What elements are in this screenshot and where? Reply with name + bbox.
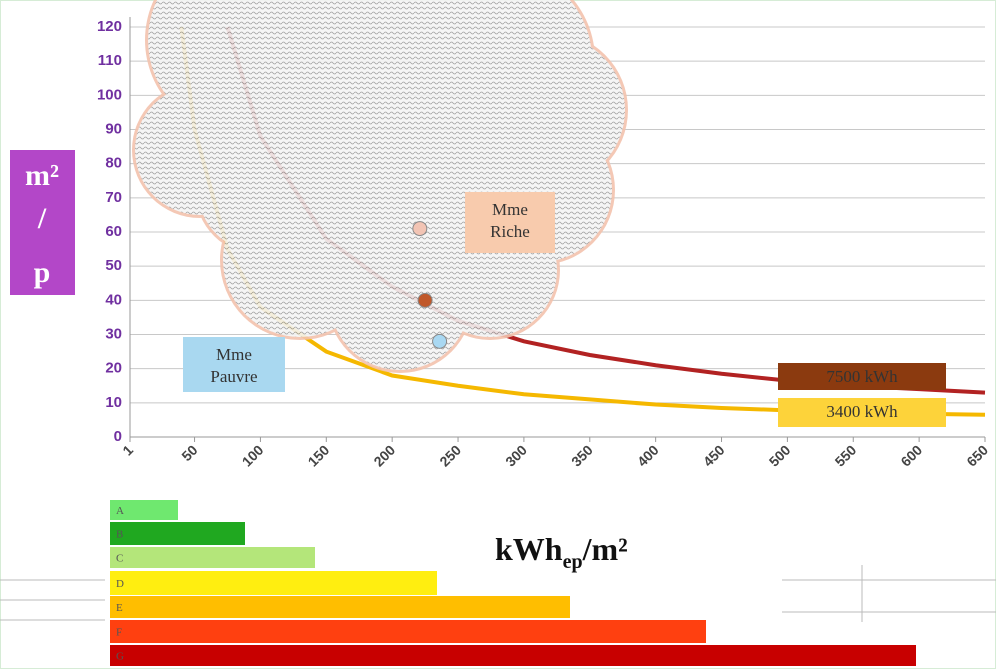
y-tick-label: 120 [97, 18, 122, 35]
x-tick-label: 500 [766, 442, 794, 470]
series-label: 7500 kWh [826, 367, 898, 386]
y-label: m² [25, 159, 59, 192]
y-tick-label: 70 [105, 189, 122, 206]
annotation: Riche [490, 222, 530, 241]
x-tick-label: 50 [178, 442, 200, 464]
annotation: Pauvre [210, 367, 257, 386]
rating-bar [110, 645, 916, 666]
y-tick-label: 20 [105, 360, 122, 377]
annotation: Mme [216, 345, 252, 364]
y-tick-label: 10 [105, 394, 122, 411]
rating-bar [110, 547, 315, 568]
y-tick-label: 40 [105, 291, 122, 308]
x-label-main: kWh [495, 531, 563, 567]
x-tick-label: 350 [568, 442, 596, 470]
rating-class: G [116, 651, 124, 663]
marker [433, 334, 447, 348]
rating-class: E [116, 602, 123, 614]
y-tick-label: 100 [97, 86, 122, 103]
rating-class: D [116, 578, 124, 590]
y-tick-label: 80 [105, 155, 122, 172]
series-label: 3400 kWh [826, 402, 898, 421]
y-tick-label: 0 [114, 428, 122, 445]
rating-bar [110, 596, 570, 618]
y-tick-label: 50 [105, 257, 122, 274]
x-label-rest: /m² [582, 531, 628, 567]
x-tick-label: 250 [436, 442, 464, 470]
y-tick-label: 60 [105, 223, 122, 240]
x-tick-label: 650 [963, 442, 991, 470]
rating-bar [110, 620, 706, 643]
cloud [132, 0, 628, 373]
x-label: kWhep/m² [495, 531, 628, 573]
x-tick-label: 1 [119, 442, 136, 459]
x-tick-label: 150 [305, 442, 333, 470]
rating-bar [110, 571, 437, 595]
x-tick-label: 550 [832, 442, 860, 470]
marker [413, 222, 427, 236]
rating-class: B [116, 529, 123, 541]
rating-bar [110, 522, 245, 545]
annotation: Mme [492, 200, 528, 219]
rating-class: F [116, 627, 122, 639]
x-tick-label: 200 [370, 442, 398, 470]
marker [418, 293, 432, 307]
x-tick-label: 100 [239, 442, 267, 470]
rating-class: C [116, 553, 123, 565]
y-label: / [37, 202, 47, 235]
y-tick-label: 110 [98, 52, 122, 69]
x-tick-label: 600 [897, 442, 925, 470]
y-tick-label: 90 [105, 120, 122, 137]
y-label: p [34, 256, 51, 289]
x-tick-label: 450 [700, 442, 728, 470]
rating-scale: ABC DE FG [110, 500, 916, 666]
rating-class: A [116, 505, 124, 517]
x-tick-label: 400 [634, 442, 662, 470]
x-tick-label: 300 [502, 442, 530, 470]
chart: 0102030405060708090100110120150100150200… [0, 0, 996, 669]
y-tick-label: 30 [105, 325, 122, 342]
x-label-sub: ep [563, 551, 583, 573]
